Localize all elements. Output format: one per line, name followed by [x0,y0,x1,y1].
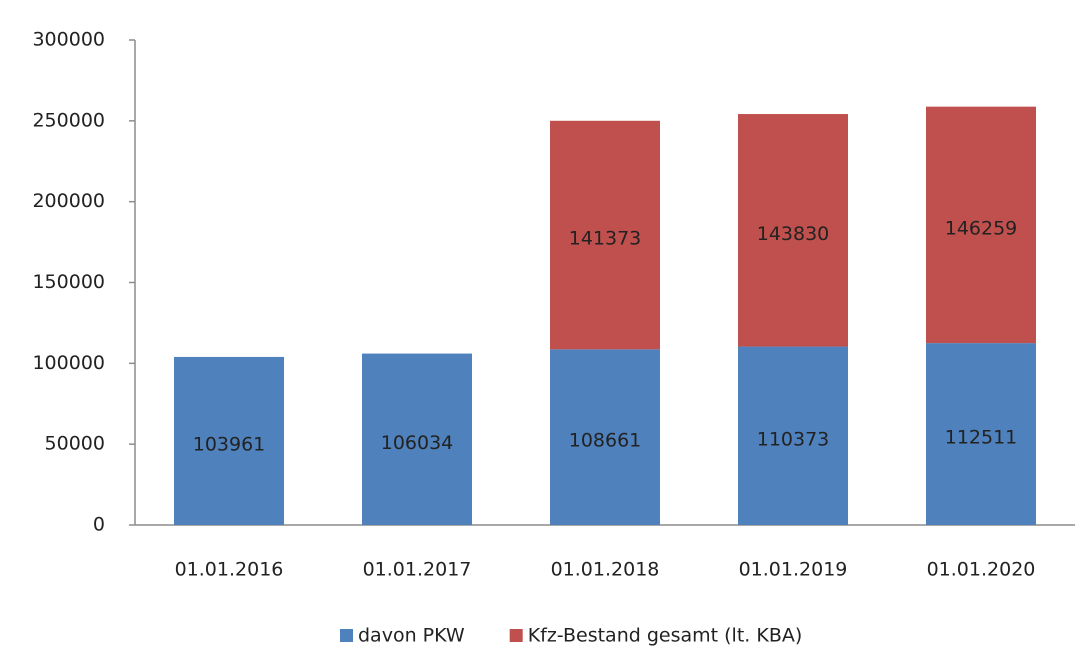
x-tick-label: 01.01.2017 [363,559,472,581]
data-label: 106034 [381,432,454,454]
data-label: 146259 [945,217,1018,239]
legend-swatch [509,629,523,642]
y-tick-label: 0 [93,514,105,536]
y-tick-label: 150000 [32,271,105,293]
y-tick-label: 300000 [32,29,105,51]
data-label: 108661 [569,430,642,452]
x-tick-label: 01.01.2020 [927,559,1036,581]
x-tick-label: 01.01.2018 [551,559,660,581]
bar [174,356,284,525]
data-label: 103961 [193,433,266,455]
bar [362,353,472,525]
legend: davon PKW Kfz-Bestand gesamt (lt. KBA) [340,625,802,647]
legend-label: davon PKW [358,625,465,647]
data-label: 110373 [757,428,830,450]
x-tick-label: 01.01.2016 [175,559,284,581]
bar [550,349,660,525]
bar [738,114,848,347]
x-tick-label: 01.01.2019 [739,559,848,581]
legend-label: Kfz-Bestand gesamt (lt. KBA) [528,625,803,647]
y-tick-label: 100000 [32,352,105,374]
bar [738,346,848,525]
y-tick-label: 200000 [32,190,105,212]
bar [926,106,1036,344]
bar [926,343,1036,525]
data-label: 141373 [569,228,642,250]
y-tick-label: 50000 [45,433,105,455]
bar [550,120,660,350]
data-label: 112511 [945,427,1018,449]
data-label: 143830 [757,223,830,245]
legend-swatch [340,629,353,642]
y-tick-label: 250000 [32,109,105,131]
